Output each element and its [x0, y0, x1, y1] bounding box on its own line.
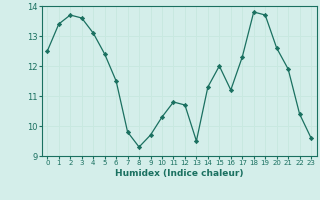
X-axis label: Humidex (Indice chaleur): Humidex (Indice chaleur): [115, 169, 244, 178]
